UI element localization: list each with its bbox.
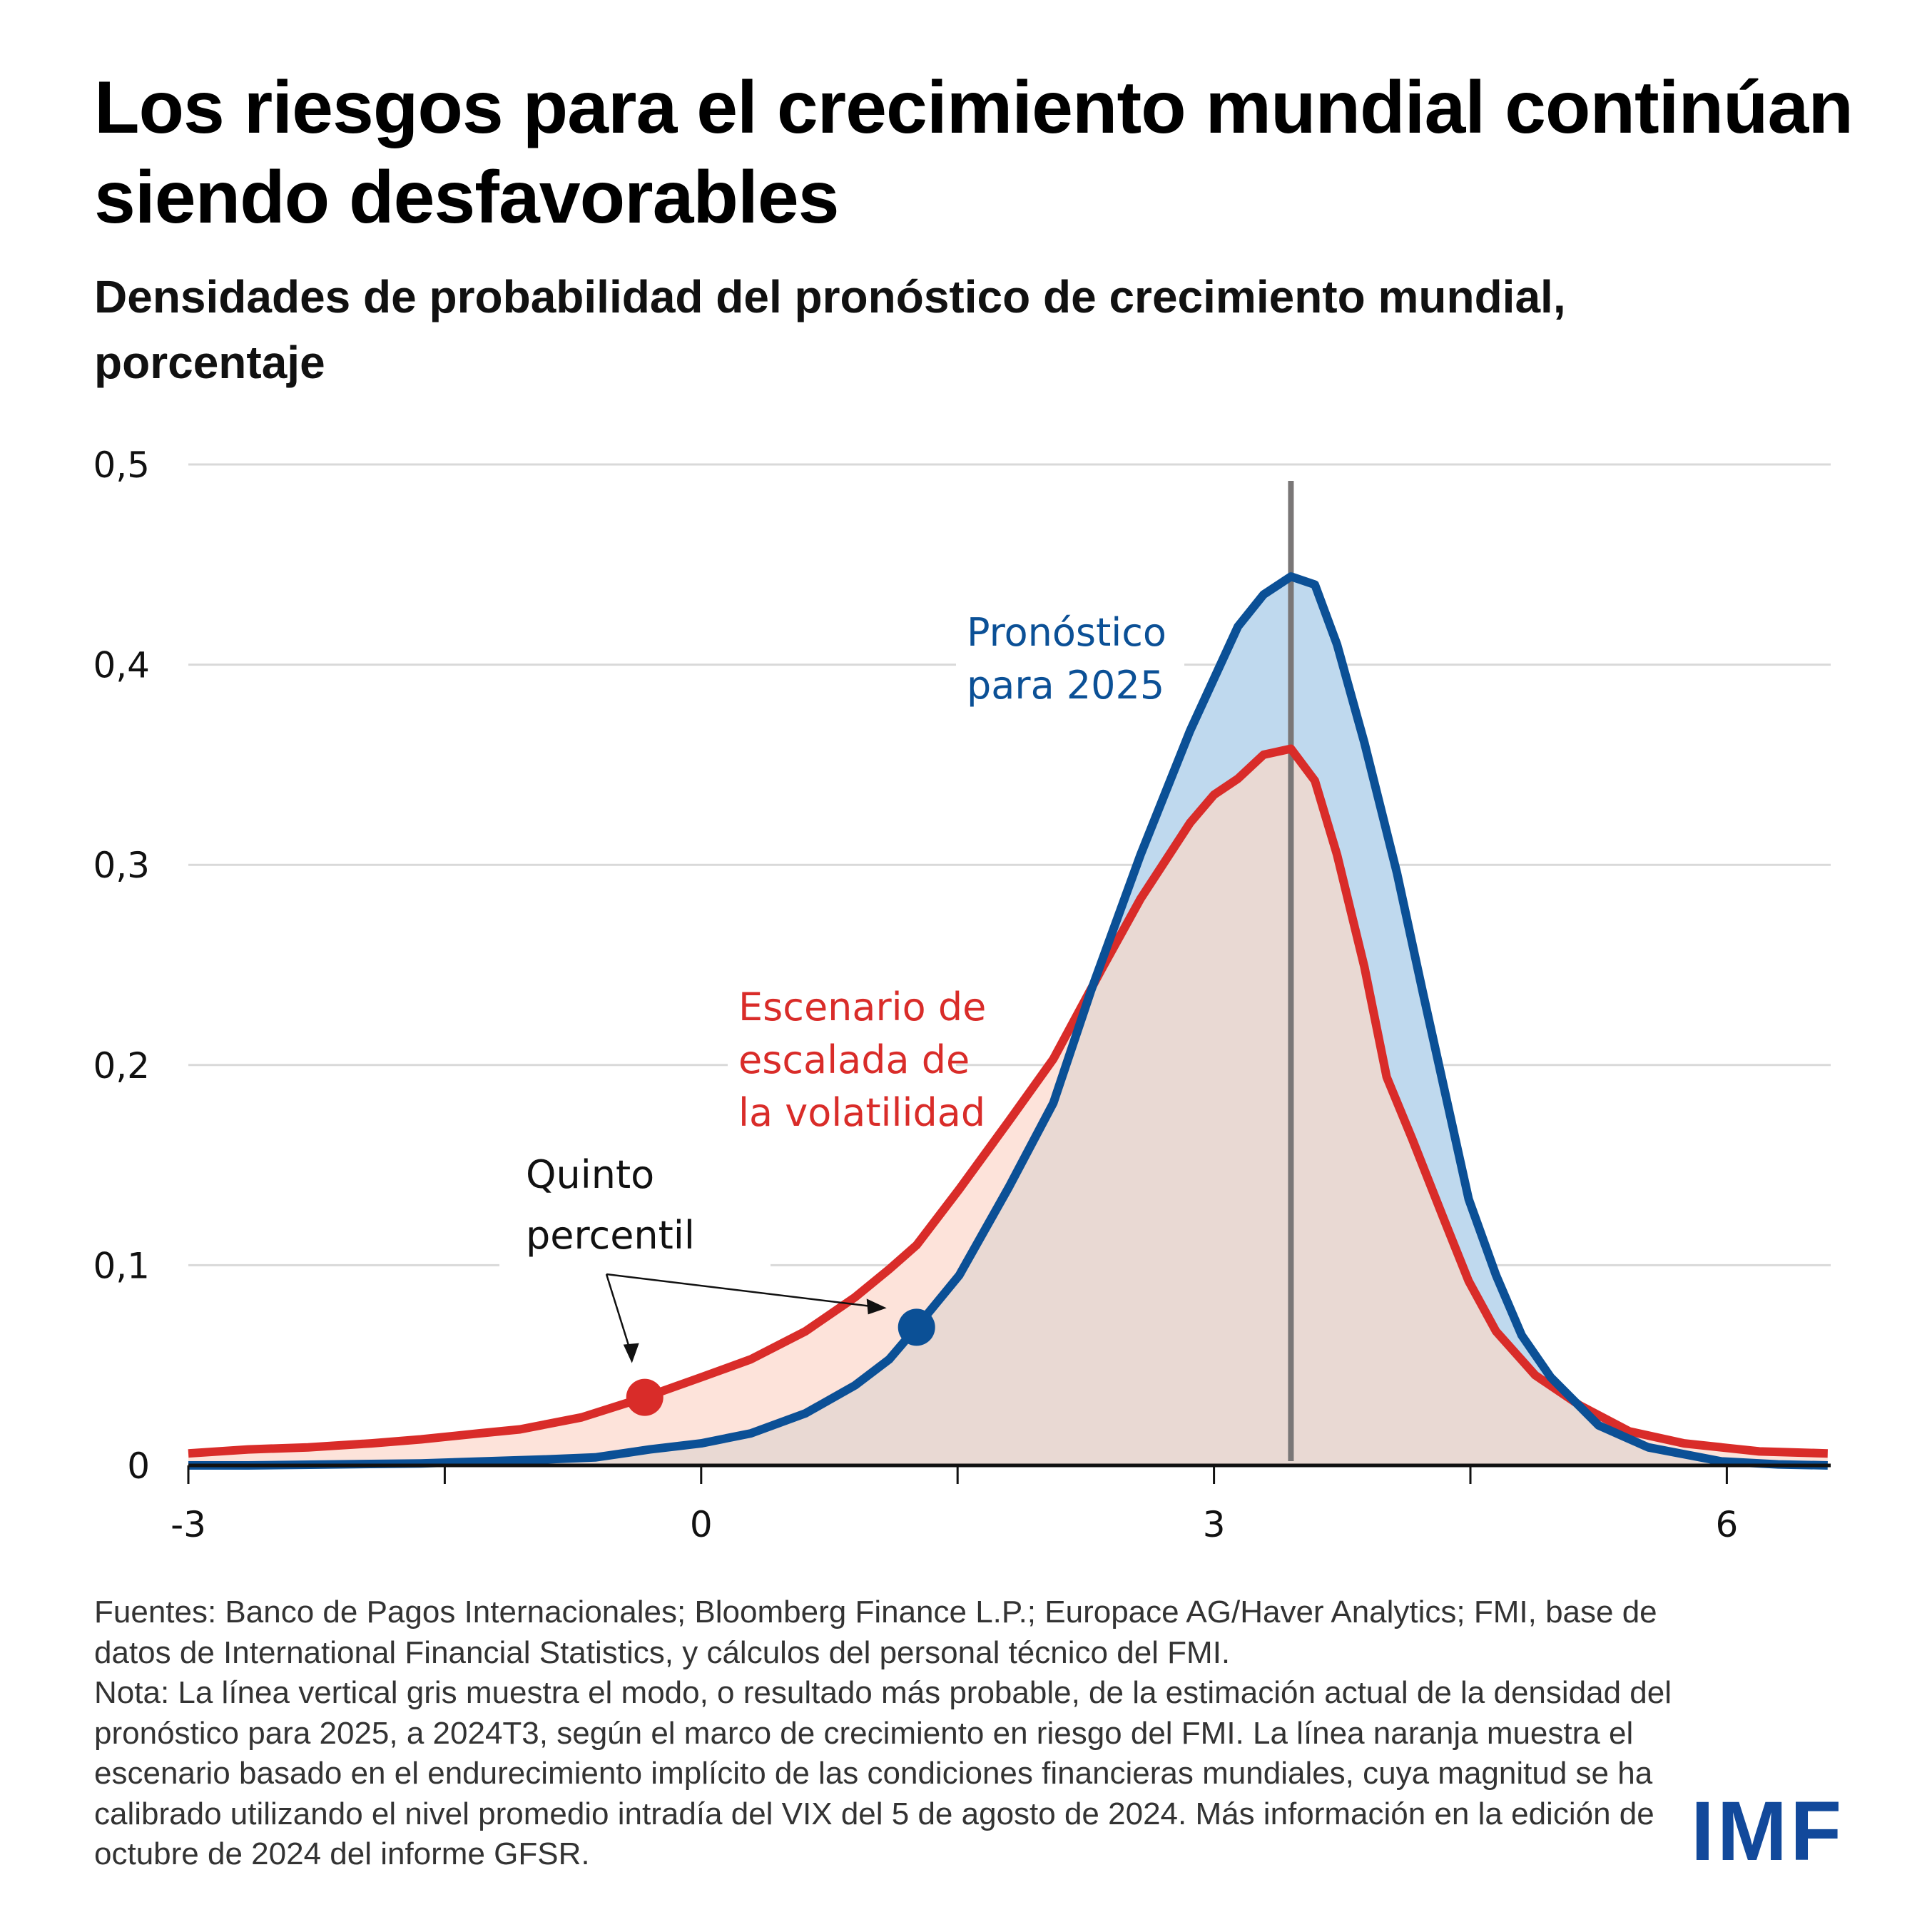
footer-sources: Fuentes: Banco de Pagos Internacionales;… [94, 1595, 1657, 1670]
y-axis-labels: 0 0,1 0,2 0,3 0,4 0,5 [93, 444, 150, 1487]
gridline-gap [499, 1261, 771, 1270]
y-tick-label: 0,5 [93, 444, 150, 486]
chart-subtitle: Densidades de probabilidad del pronóstic… [94, 271, 1566, 388]
x-tick-label: 6 [1715, 1504, 1738, 1545]
chart-title: Los riesgos para el crecimiento mundial … [94, 66, 1854, 239]
overlap-area [188, 748, 1828, 1465]
forecast-line [188, 572, 1828, 1470]
footer-note: Nota: La línea vertical gris muestra el … [94, 1675, 1672, 1871]
scenario-line [188, 744, 1828, 1458]
percentile-marker [898, 1308, 935, 1346]
y-tick-label: 0,1 [93, 1245, 150, 1286]
percentile-label: percentil [526, 1213, 695, 1258]
y-tick-label: 0,3 [93, 845, 150, 886]
x-tick-label: 0 [690, 1504, 713, 1545]
arrowhead-icon [866, 1298, 887, 1315]
annotations: Pronóstico para 2025 Escenario de escalada … [526, 610, 1166, 1363]
arrow-to-scenario-marker [605, 1273, 633, 1356]
footer: Fuentes: Banco de Pagos Internacionales;… [94, 1592, 1692, 1875]
scenario-label: la volatilidad [738, 1090, 985, 1135]
percentile-markers [626, 1308, 935, 1416]
scenario-label: Escenario de [738, 985, 986, 1029]
arrowhead-icon [623, 1343, 639, 1363]
x-tick-label: 3 [1203, 1504, 1226, 1545]
percentile-label: Quinto [526, 1152, 654, 1197]
gridline-gap [956, 660, 1184, 669]
x-tick-label: -3 [171, 1504, 206, 1545]
scenario-label: escalada de [738, 1037, 970, 1082]
y-tick-label: 0,4 [93, 645, 150, 686]
density-areas [188, 576, 1828, 1465]
y-tick-label: 0,2 [93, 1045, 150, 1087]
y-tick-label: 0 [127, 1445, 150, 1487]
forecast-label: para 2025 [967, 663, 1164, 708]
x-axis-labels: -3 0 3 6 [171, 1504, 1738, 1545]
percentile-marker [626, 1378, 664, 1416]
density-lines [188, 572, 1828, 1470]
forecast-label: Pronóstico [967, 610, 1166, 655]
arrow-to-forecast-marker [606, 1273, 880, 1308]
imf-logo: IMF [1691, 1784, 1845, 1878]
x-axis [187, 1463, 1831, 1484]
gridline-gap [728, 1060, 956, 1069]
